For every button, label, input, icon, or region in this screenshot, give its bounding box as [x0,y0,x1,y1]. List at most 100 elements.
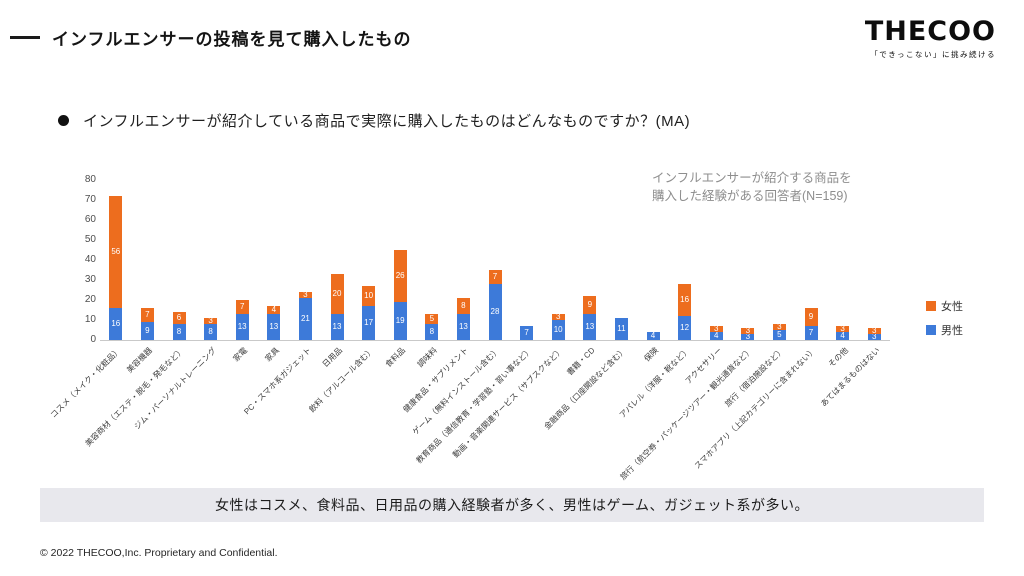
legend-item-female: 女性 [926,298,963,314]
bar-segment-female [804,308,818,326]
bar-segment-female [330,274,344,314]
bar-segment-male [204,324,218,340]
y-axis-tick-label: 0 [90,334,96,345]
x-axis-line [100,340,890,341]
stacked-bar-chart: 0 10 20 30 40 50 60 70 80 16 56 コスメ（メイク・化粧品） 9 7 美容機器 8… [49,165,920,482]
bar-segment-female [456,298,470,314]
bar-value-label-female: 3 [713,324,719,333]
bar-value-label-male: 28 [490,307,500,316]
legend-item-male: 男性 [926,322,963,338]
bar-segment-male [646,332,660,340]
bar-value-label-female: 56 [111,247,121,256]
bar-segment-male [235,314,249,340]
bar-segment-female [741,328,755,334]
annotation-line1: インフルエンサーが紹介する商品を [652,171,852,185]
bar-value-label-male: 11 [617,324,626,333]
category-label: 美容機器 [125,345,155,375]
bar-segment-male [867,334,881,340]
legend-swatch-female-icon [926,301,936,311]
legend-label-female: 女性 [941,301,963,313]
bar-value-label-female: 3 [745,326,751,335]
bar-segment-male [709,332,723,340]
legend-label-male: 男性 [941,325,963,337]
bar-value-label-male: 10 [553,325,563,334]
bar-value-label-male: 3 [871,332,877,341]
bar-value-label-male: 8 [176,327,182,336]
bar-segment-male [551,320,565,340]
bar-value-label-male: 8 [429,327,435,336]
bar-segment-female [425,314,439,324]
bar-segment-female [140,308,154,322]
category-label: 日用品 [320,345,345,370]
bar-value-label-female: 3 [555,312,561,321]
bar-value-label-female: 7 [145,310,150,319]
category-label: 調味料 [415,345,439,370]
bar-value-label-female: 16 [680,295,690,304]
bar-value-label-female: 7 [239,302,245,311]
bar-segment-female [235,300,249,314]
bar-segment-female [488,270,502,284]
bar-segment-female [393,250,407,302]
bar-value-label-female: 3 [208,316,213,325]
legend: 女性 男性 [926,298,963,338]
bar-segment-female [583,296,597,314]
bar-value-label-female: 9 [808,312,814,321]
bar-value-label-female: 20 [332,289,342,298]
bar-value-label-male: 13 [237,322,247,331]
category-label: 家電 [231,345,250,364]
page-title: インフルエンサーの投稿を見て購入したもの [52,30,412,49]
y-axis-tick-label: 80 [84,174,96,185]
bar-segment-female [678,284,692,316]
y-axis-tick-label: 70 [84,194,96,205]
bar-value-label-female: 3 [871,326,877,335]
y-axis-tick-label: 50 [84,234,96,245]
bar-segment-male [393,302,407,340]
bar-segment-female [709,326,723,332]
category-label: 保険 [642,345,661,364]
bar-segment-male [456,314,470,340]
y-axis-tick-label: 60 [84,214,96,225]
bar-value-label-male: 16 [111,319,121,328]
bar-segment-male [267,314,281,340]
logo-block: THECOO 「できっこない」に挑み続ける [865,18,996,60]
bar-segment-female [267,306,281,314]
bar-value-label-female: 10 [364,291,374,300]
bar-segment-male [678,316,692,340]
bullet-icon [58,115,69,126]
bar-segment-male [520,326,534,340]
y-axis-tick-label: 20 [84,294,96,305]
bar-segment-male [140,322,154,340]
bar-value-label-female: 26 [395,271,405,280]
bar-value-label-male: 17 [364,318,374,327]
bar-value-label-male: 4 [840,331,845,340]
bar-value-label-male: 13 [585,322,595,331]
bar-value-label-female: 6 [176,313,182,322]
bar-segment-male [772,330,786,340]
annotation-line2: 購入した経験がある回答者(N=159) [652,188,848,203]
bar-value-label-male: 4 [650,331,656,340]
bar-value-label-male: 19 [395,316,405,325]
bar-value-label-male: 5 [777,330,782,339]
bar-value-label-male: 7 [524,328,529,337]
bar-value-label-male: 8 [208,327,213,336]
category-label: 家具 [263,345,281,364]
bar-segment-female [836,326,850,332]
bar-segment-female [172,312,186,324]
legend-swatch-male-icon [926,325,936,335]
bar-value-label-female: 5 [429,314,435,323]
bar-value-label-female: 4 [271,305,277,314]
bar-segment-female [772,324,786,330]
bar-value-label-male: 7 [808,328,814,337]
bar-value-label-male: 12 [680,323,690,332]
bar-segment-female [298,292,312,298]
bar-value-label-male: 13 [332,322,342,331]
bar-segment-male [614,318,628,340]
bar-value-label-female: 3 [777,322,782,331]
category-label: コスメ（メイク・化粧品） [48,345,123,420]
bar-value-label-male: 13 [269,322,279,331]
summary-text: 女性はコスメ、食料品、日用品の購入経験者が多く、男性はゲーム、ガジェット系が多い… [214,497,810,513]
question-row: インフルエンサーが紹介している商品で実際に購入したものはどんなものですか？(MA… [58,110,690,131]
bar-value-label-male: 21 [300,314,310,323]
bar-value-label-female: 3 [303,290,308,299]
category-label: 旅行（航空券・パッケージツアー・観光通貨など） [618,345,755,482]
